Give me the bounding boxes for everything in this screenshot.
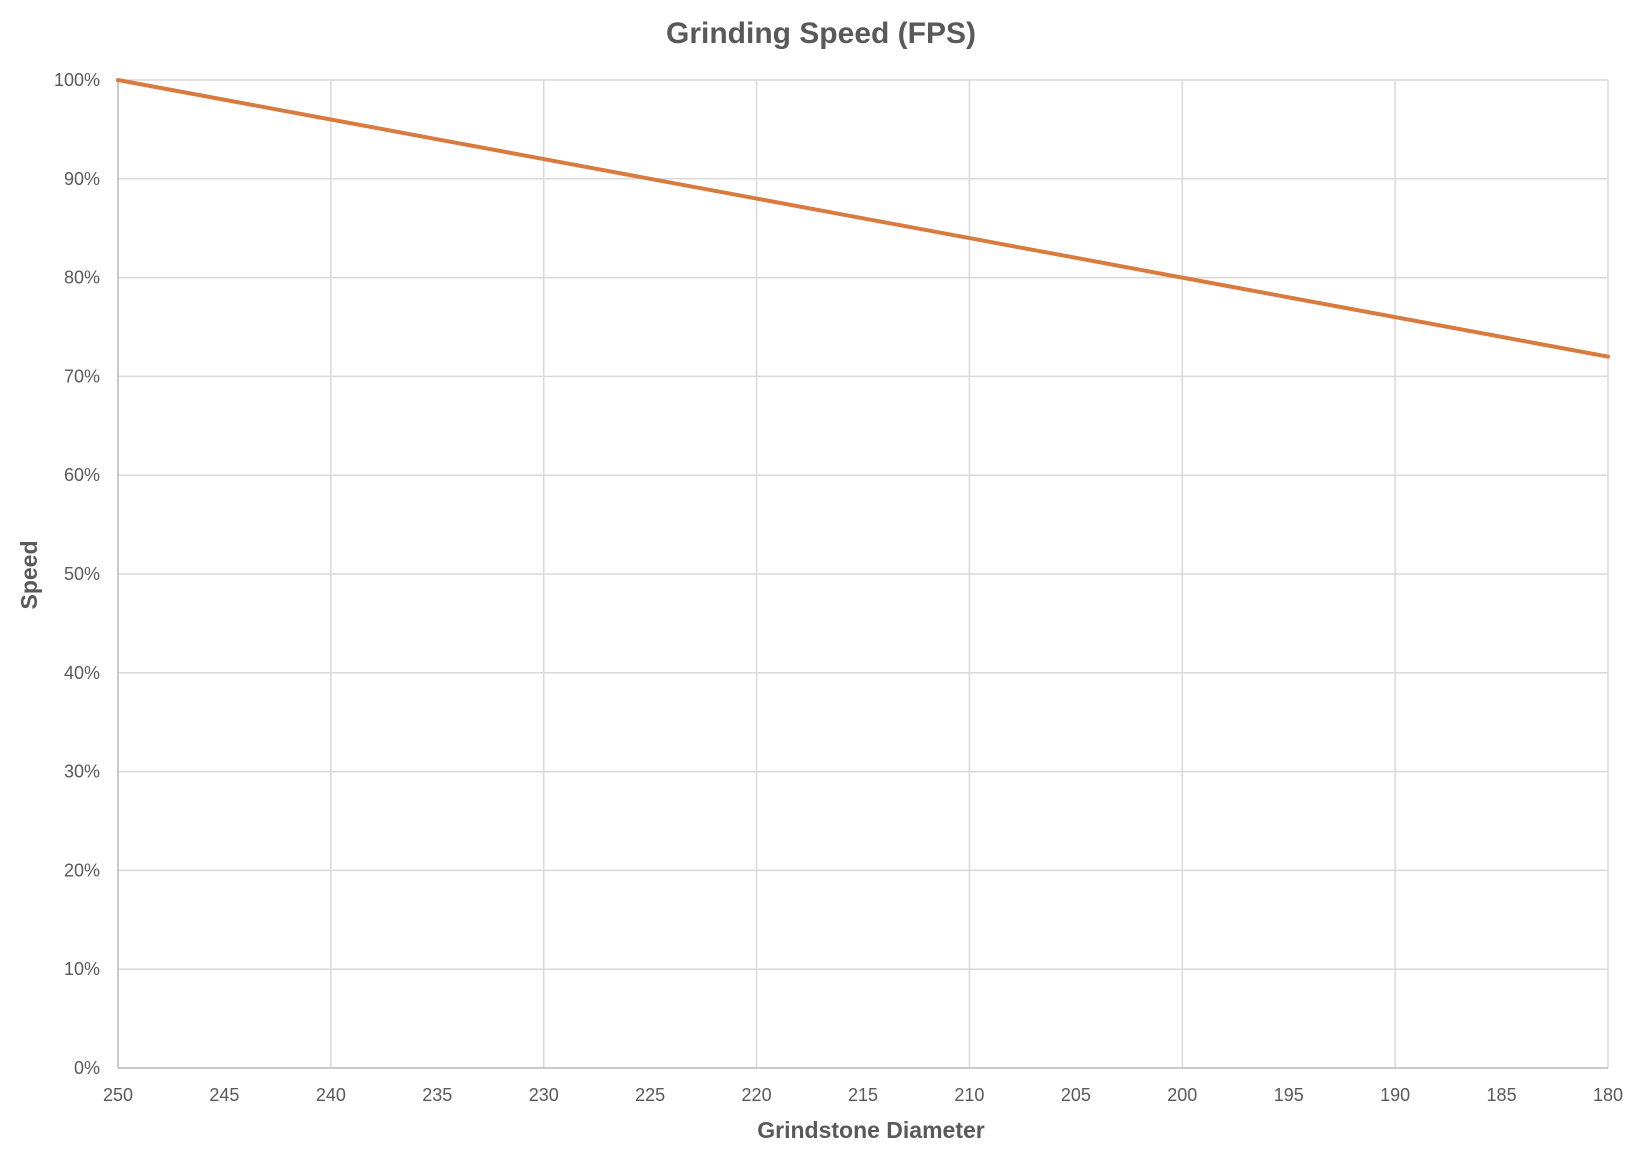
y-tick-label: 50% bbox=[64, 564, 100, 584]
x-axis-title: Grindstone Diameter bbox=[757, 1117, 985, 1143]
x-tick-label: 245 bbox=[209, 1085, 239, 1105]
series-layer bbox=[116, 78, 1610, 359]
x-tick-label: 180 bbox=[1593, 1085, 1623, 1105]
x-tick-label: 210 bbox=[954, 1085, 984, 1105]
x-tick-label: 215 bbox=[848, 1085, 878, 1105]
x-tick-label: 195 bbox=[1274, 1085, 1304, 1105]
x-tick-label: 205 bbox=[1061, 1085, 1091, 1105]
x-axis-ticks: 250 245 240 235 230 225 220 215 210 205 200 195 190 1… bbox=[103, 1085, 1623, 1105]
y-axis-ticks: 0% 10% 20% 30% 40% 50% 60% 70% 80% 90% 100% bbox=[54, 70, 100, 1078]
y-tick-label: 80% bbox=[64, 268, 100, 288]
x-tick-label: 240 bbox=[316, 1085, 346, 1105]
y-tick-label: 30% bbox=[64, 762, 100, 782]
y-tick-label: 0% bbox=[74, 1058, 100, 1078]
series-line bbox=[116, 78, 1610, 359]
y-tick-label: 40% bbox=[64, 663, 100, 683]
x-tick-label: 220 bbox=[742, 1085, 772, 1105]
y-tick-label: 10% bbox=[64, 959, 100, 979]
y-axis-title: Speed bbox=[16, 540, 42, 609]
x-tick-label: 230 bbox=[529, 1085, 559, 1105]
y-tick-label: 70% bbox=[64, 366, 100, 386]
x-tick-label: 185 bbox=[1487, 1085, 1517, 1105]
x-tick-label: 225 bbox=[635, 1085, 665, 1105]
y-tick-label: 60% bbox=[64, 465, 100, 485]
x-tick-label: 200 bbox=[1167, 1085, 1197, 1105]
chart-title: Grinding Speed (FPS) bbox=[666, 17, 976, 50]
x-tick-label: 250 bbox=[103, 1085, 133, 1105]
y-tick-label: 100% bbox=[54, 70, 100, 90]
y-tick-label: 90% bbox=[64, 169, 100, 189]
y-tick-label: 20% bbox=[64, 860, 100, 880]
grid-layer bbox=[117, 79, 1609, 1069]
x-tick-label: 190 bbox=[1380, 1085, 1410, 1105]
x-tick-label: 235 bbox=[422, 1085, 452, 1105]
